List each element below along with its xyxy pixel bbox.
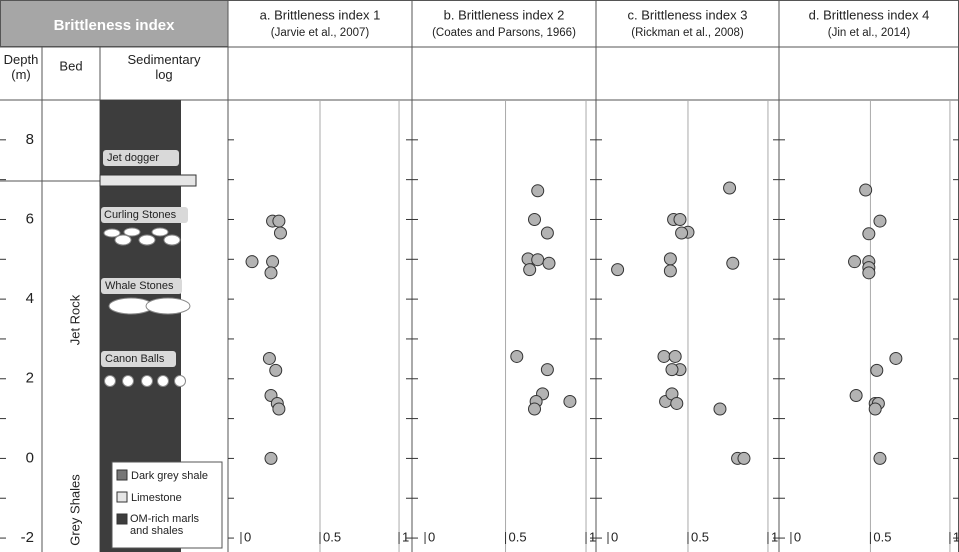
data-point: [543, 257, 555, 269]
data-point: [874, 452, 886, 464]
x-tick-label: 1: [589, 529, 596, 544]
depth-header-text: Depth (m): [3, 52, 39, 82]
feature-label: Curling Stones: [104, 209, 177, 221]
data-point: [532, 185, 544, 197]
x-tick-label: 0.5: [873, 529, 891, 544]
data-point: [564, 395, 576, 407]
data-point: [863, 267, 875, 279]
data-point: [674, 213, 686, 225]
panel-subtitle: (Rickman et al., 2008): [631, 27, 744, 39]
x-tick-label: 1: [402, 529, 409, 544]
feature-label: Canon Balls: [105, 353, 165, 365]
figure: Brittleness index Depth (m) Bed Sediment…: [0, 0, 959, 552]
x-tick-label: 0: [611, 529, 618, 544]
panel-subtitle: (Jarvie et al., 2007): [271, 27, 370, 39]
panel-subtitle: (Jin et al., 2014): [828, 27, 911, 39]
depth-tick-label: 4: [26, 290, 34, 307]
header-title: Brittleness index: [54, 17, 176, 34]
x-tick-label: 0.5: [691, 529, 709, 544]
feature-label: Whale Stones: [105, 280, 174, 292]
panel-title: a. Brittleness index 1: [260, 7, 381, 22]
data-point: [532, 254, 544, 266]
log-header-text: Sedimentary log: [124, 52, 204, 82]
x-tick-label: 0: [244, 529, 251, 544]
depth-header: Depth (m): [0, 52, 42, 96]
data-point: [738, 452, 750, 464]
data-point: [541, 364, 553, 376]
data-point: [273, 215, 285, 227]
data-point: [529, 403, 541, 415]
data-point: [871, 364, 883, 376]
panel-title: d. Brittleness index 4: [809, 7, 930, 22]
data-point: [676, 227, 688, 239]
data-point: [658, 350, 670, 362]
legend-label-box: OM-rich marls and shales: [130, 513, 220, 543]
data-point: [267, 256, 279, 268]
data-point: [850, 389, 862, 401]
data-point: [263, 352, 275, 364]
log-header: Sedimentary log: [110, 52, 218, 96]
data-point: [890, 352, 902, 364]
legend-label: Dark grey shale: [131, 470, 208, 482]
data-point: [246, 256, 258, 268]
x-tick-label: 0: [428, 529, 435, 544]
data-point: [860, 184, 872, 196]
panel-subtitle: (Coates and Parsons, 1966): [432, 27, 576, 39]
data-point: [274, 227, 286, 239]
data-point: [265, 452, 277, 464]
depth-tick-label: -2: [21, 529, 34, 546]
data-point: [270, 364, 282, 376]
x-tick-label: 0: [794, 529, 801, 544]
data-point: [541, 227, 553, 239]
data-point: [273, 403, 285, 415]
data-point: [612, 264, 624, 276]
legend-swatch: [117, 492, 127, 502]
x-tick-label: 0.5: [323, 529, 341, 544]
depth-tick-label: 2: [26, 370, 34, 387]
depth-tick-label: 8: [26, 131, 34, 148]
data-point: [666, 364, 678, 376]
data-point: [671, 397, 683, 409]
data-point: [529, 213, 541, 225]
bed-label: Grey Shales: [67, 474, 82, 546]
data-point: [863, 228, 875, 240]
legend: Dark grey shale Limestone OM-rich marls …: [112, 462, 222, 548]
bed-header: Bed: [59, 58, 82, 73]
data-point: [265, 267, 277, 279]
data-point: [511, 350, 523, 362]
panel-title: b. Brittleness index 2: [444, 7, 565, 22]
legend-label: OM-rich marls and shales: [130, 513, 210, 537]
data-point: [727, 257, 739, 269]
x-tick-label: 1: [953, 529, 959, 544]
legend-swatch: [117, 514, 127, 524]
x-tick-label: 0.5: [509, 529, 527, 544]
data-point: [874, 215, 886, 227]
data-point: [669, 350, 681, 362]
feature-label: Jet dogger: [107, 152, 159, 164]
panel-title: c. Brittleness index 3: [628, 7, 748, 22]
data-point: [849, 256, 861, 268]
data-point: [714, 403, 726, 415]
bed-label: Jet Rock: [67, 294, 82, 345]
data-point: [664, 253, 676, 265]
data-point: [724, 182, 736, 194]
data-point: [524, 264, 536, 276]
data-point: [869, 403, 881, 415]
data-point: [664, 265, 676, 277]
limestone-layer: [100, 175, 196, 186]
depth-tick-label: 0: [26, 449, 34, 466]
depth-tick-label: 6: [26, 210, 34, 227]
legend-label: Limestone: [131, 492, 182, 504]
legend-swatch: [117, 470, 127, 480]
x-tick-label: 1: [771, 529, 778, 544]
